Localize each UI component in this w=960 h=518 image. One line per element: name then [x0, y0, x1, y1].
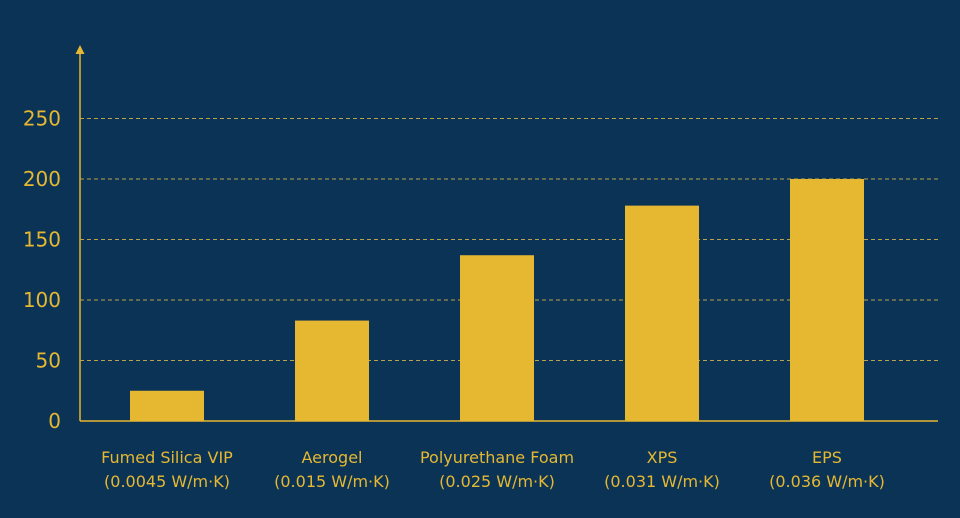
bar [130, 390, 204, 421]
bar [295, 320, 369, 421]
labels: 0 50 100 150 200 250 Fumed Silica VIP (0.0045 W… [23, 107, 885, 492]
y-tick-label: 100 [23, 288, 61, 312]
y-axis-arrow-icon [75, 45, 85, 54]
y-tick-label: 150 [23, 228, 61, 252]
x-tick-sublabel: (0.0045 W/m·K) [104, 472, 230, 491]
y-tick-label: 0 [48, 409, 61, 433]
x-tick-label: EPS [812, 448, 842, 467]
x-tick-sublabel: (0.015 W/m·K) [274, 472, 390, 491]
bar [625, 205, 699, 421]
x-tick-sublabel: (0.036 W/m·K) [769, 472, 885, 491]
x-tick-label: Fumed Silica VIP [101, 448, 233, 467]
x-tick-label: Aerogel [302, 448, 363, 467]
x-tick-label: Polyurethane Foam [420, 448, 574, 467]
bars [130, 179, 864, 421]
x-tick-sublabel: (0.025 W/m·K) [439, 472, 555, 491]
y-tick-label: 50 [36, 349, 61, 373]
y-tick-label: 250 [23, 107, 61, 131]
x-tick-label: XPS [647, 448, 678, 467]
bar [790, 179, 864, 421]
y-tick-label: 200 [23, 167, 61, 191]
x-tick-sublabel: (0.031 W/m·K) [604, 472, 720, 491]
bar [460, 255, 534, 421]
